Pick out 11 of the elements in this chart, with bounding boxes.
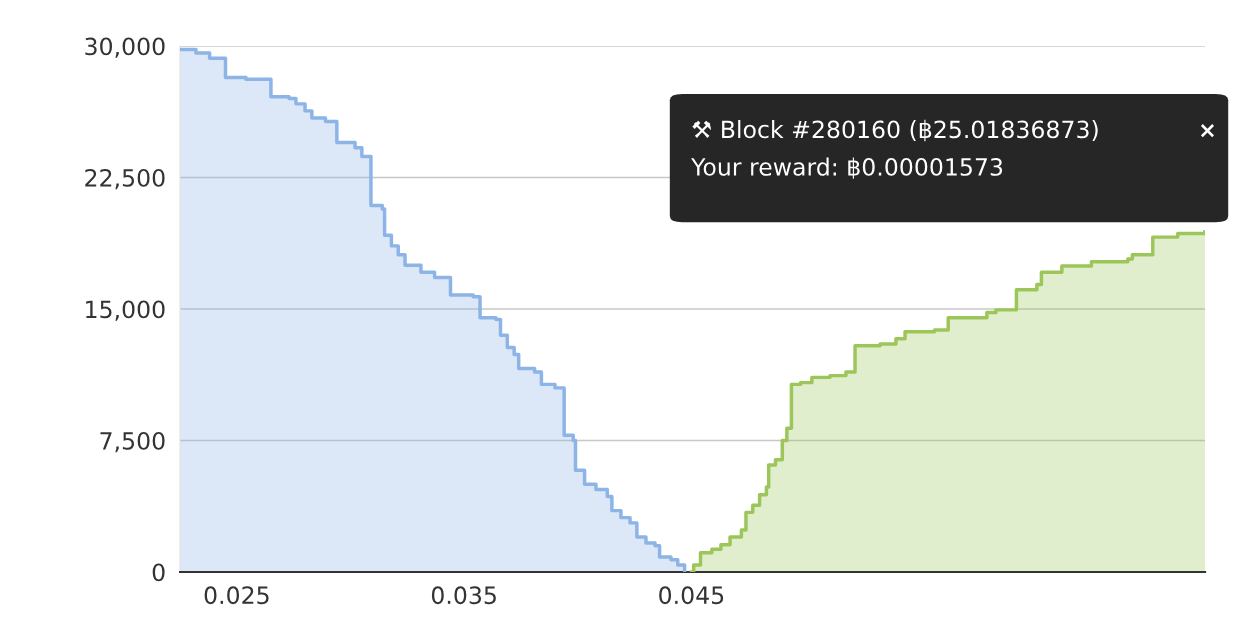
x-tick-label: 0.025 xyxy=(204,586,269,605)
annotation: Your reward: ฿0.00001573 xyxy=(691,157,1003,179)
y-tick-label: 15,000 xyxy=(86,300,165,321)
annotation: × xyxy=(1200,124,1215,138)
y-tick-label: 30,000 xyxy=(85,37,165,58)
y-tick-label: 0 xyxy=(152,563,165,582)
x-tick-label: 0.045 xyxy=(659,586,724,605)
y-tick-label: 22,500 xyxy=(85,168,165,190)
annotation: ⚒ Block #280160 (฿25.01836873) xyxy=(692,119,1098,142)
x-tick-label: 0.035 xyxy=(431,586,496,605)
y-tick-label: 7,500 xyxy=(100,431,165,453)
